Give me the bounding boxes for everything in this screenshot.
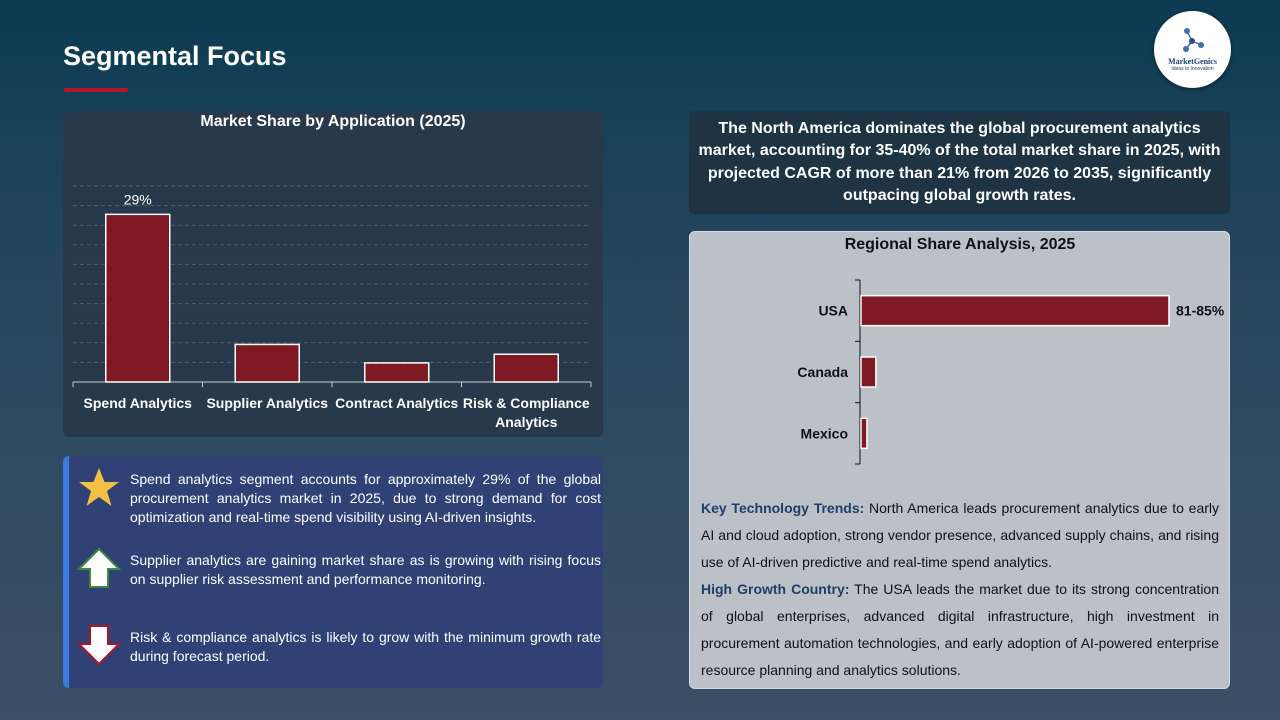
logo-tagline: Ideas to Innovation	[1171, 66, 1214, 72]
data-label: 29%	[124, 191, 152, 207]
page-title: Segmental Focus	[63, 41, 287, 71]
regional-share-panel: Regional Share Analysis, 2025 USA 81-85% C…	[689, 231, 1230, 689]
data-label: 81-85%	[1176, 303, 1225, 319]
bar	[364, 362, 430, 383]
high-growth-paragraph: High Growth Country: The USA leads the m…	[701, 576, 1219, 684]
title-underline	[64, 88, 128, 92]
regional-bar-chart: USA 81-85% Canada Mexico	[797, 279, 1225, 465]
company-logo[interactable]: MarketGenics Ideas to Innovation	[1154, 11, 1231, 88]
insights-panel: Spend analytics segment accounts for app…	[63, 456, 603, 688]
bar	[860, 417, 868, 450]
key-trends-text: North America leads procurement analytic…	[701, 500, 1220, 570]
application-chart-panel: Market Share by Application (2025) 29% Sp…	[63, 111, 603, 437]
high-growth-label: High Growth Country:	[701, 581, 850, 597]
down-arrow-icon	[77, 625, 121, 666]
application-bar-chart: 29% Spend Analytics Supplier Analytics Cont…	[72, 185, 592, 430]
bar	[105, 213, 171, 383]
category-label: Analytics	[495, 414, 557, 430]
category-label: Risk & Compliance	[463, 395, 590, 411]
molecule-icon	[1182, 28, 1204, 52]
application-chart-title: Market Share by Application (2025)	[200, 113, 466, 130]
headline-box: The North America dominates the global p…	[689, 111, 1230, 214]
regional-notes: Key Technology Trends: North America lea…	[701, 495, 1219, 684]
insight-text: Supplier analytics are gaining market sh…	[130, 552, 601, 587]
star-icon	[79, 468, 119, 506]
logo-brand: MarketGenics	[1168, 57, 1217, 66]
bar	[860, 294, 1170, 327]
category-label: Mexico	[801, 425, 848, 441]
category-label: USA	[818, 303, 848, 319]
insight-text: Risk & compliance analytics is likely to…	[130, 629, 601, 664]
key-trends-paragraph: Key Technology Trends: North America lea…	[701, 495, 1219, 576]
headline-text: The North America dominates the global p…	[698, 119, 1221, 205]
category-label: Canada	[797, 364, 848, 380]
category-label: Spend Analytics	[84, 395, 193, 411]
category-label: Supplier Analytics	[206, 395, 328, 411]
category-label: Contract Analytics	[335, 395, 458, 411]
high-growth-text: The USA leads the market due to its stro…	[701, 581, 1219, 678]
regional-chart-title: Regional Share Analysis, 2025	[844, 236, 1076, 253]
up-arrow-icon	[77, 547, 121, 588]
insight-text: Spend analytics segment accounts for app…	[130, 471, 601, 525]
bar	[493, 353, 559, 383]
bar	[860, 356, 877, 388]
bar	[234, 343, 300, 383]
key-trends-label: Key Technology Trends:	[701, 500, 865, 516]
